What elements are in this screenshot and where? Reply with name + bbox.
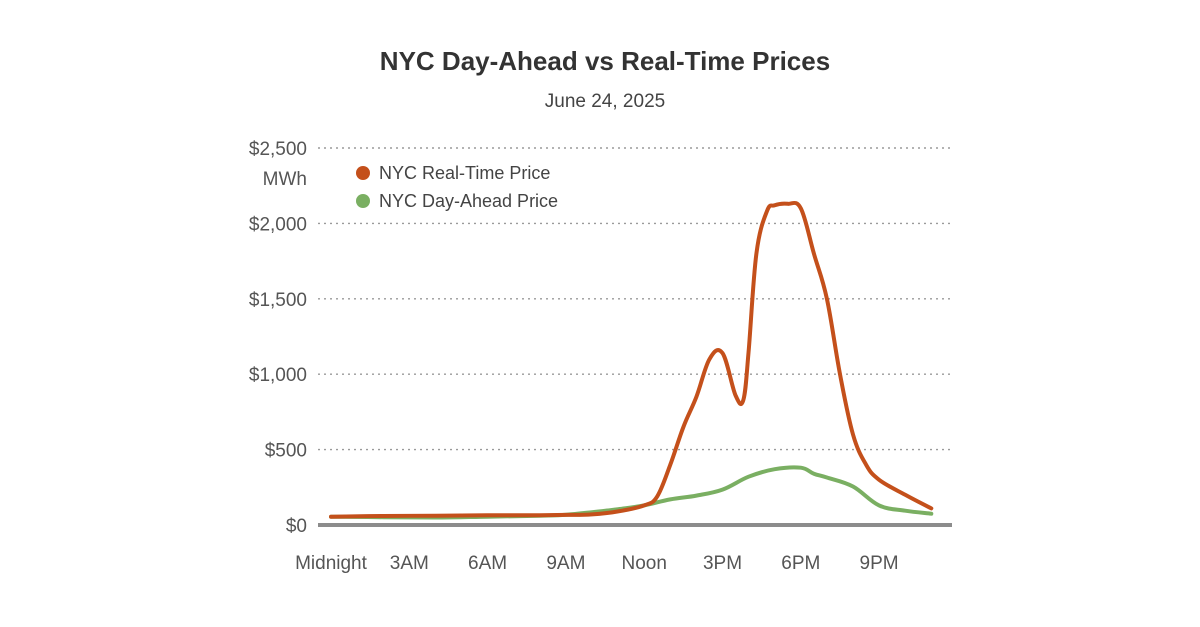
legend-marker-day-ahead — [356, 194, 370, 208]
x-tick-label-0: Midnight — [295, 553, 368, 574]
grid-lines — [318, 147, 952, 451]
legend-marker-real-time — [356, 166, 370, 180]
x-tick-label-3: 9AM — [546, 553, 585, 574]
x-tick-label-2: 6AM — [468, 553, 507, 574]
y-tick-label-4: $2,000 — [249, 214, 307, 235]
y-tick-label-0: $0 — [286, 516, 307, 537]
y-axis-unit-label: MWh — [263, 169, 307, 190]
chart-subtitle: June 24, 2025 — [545, 91, 665, 112]
chart-title: NYC Day-Ahead vs Real-Time Prices — [380, 46, 830, 76]
y-tick-label-1: $500 — [265, 441, 307, 462]
legend-label-real-time: NYC Real-Time Price — [379, 163, 550, 183]
x-tick-label-7: 9PM — [860, 553, 899, 574]
series-line-real-time — [329, 200, 934, 519]
x-tick-label-6: 6PM — [781, 553, 820, 574]
legend-label-day-ahead: NYC Day-Ahead Price — [379, 191, 558, 211]
x-tick-label-1: 3AM — [390, 553, 429, 574]
legend: NYC Real-Time Price NYC Day-Ahead Price — [356, 163, 558, 211]
y-tick-label-2: $1,000 — [249, 365, 307, 386]
y-axis-ticks: $0 $500 $1,000 $1,500 $2,000 $2,500 — [249, 139, 307, 537]
series-lines — [329, 200, 934, 520]
x-tick-label-5: 3PM — [703, 553, 742, 574]
y-tick-label-3: $1,500 — [249, 290, 307, 311]
x-axis-ticks: Midnight 3AM 6AM 9AM Noon 3PM 6PM 9PM — [295, 553, 899, 574]
x-tick-label-4: Noon — [621, 553, 666, 574]
y-tick-label-5: $2,500 — [249, 139, 307, 160]
